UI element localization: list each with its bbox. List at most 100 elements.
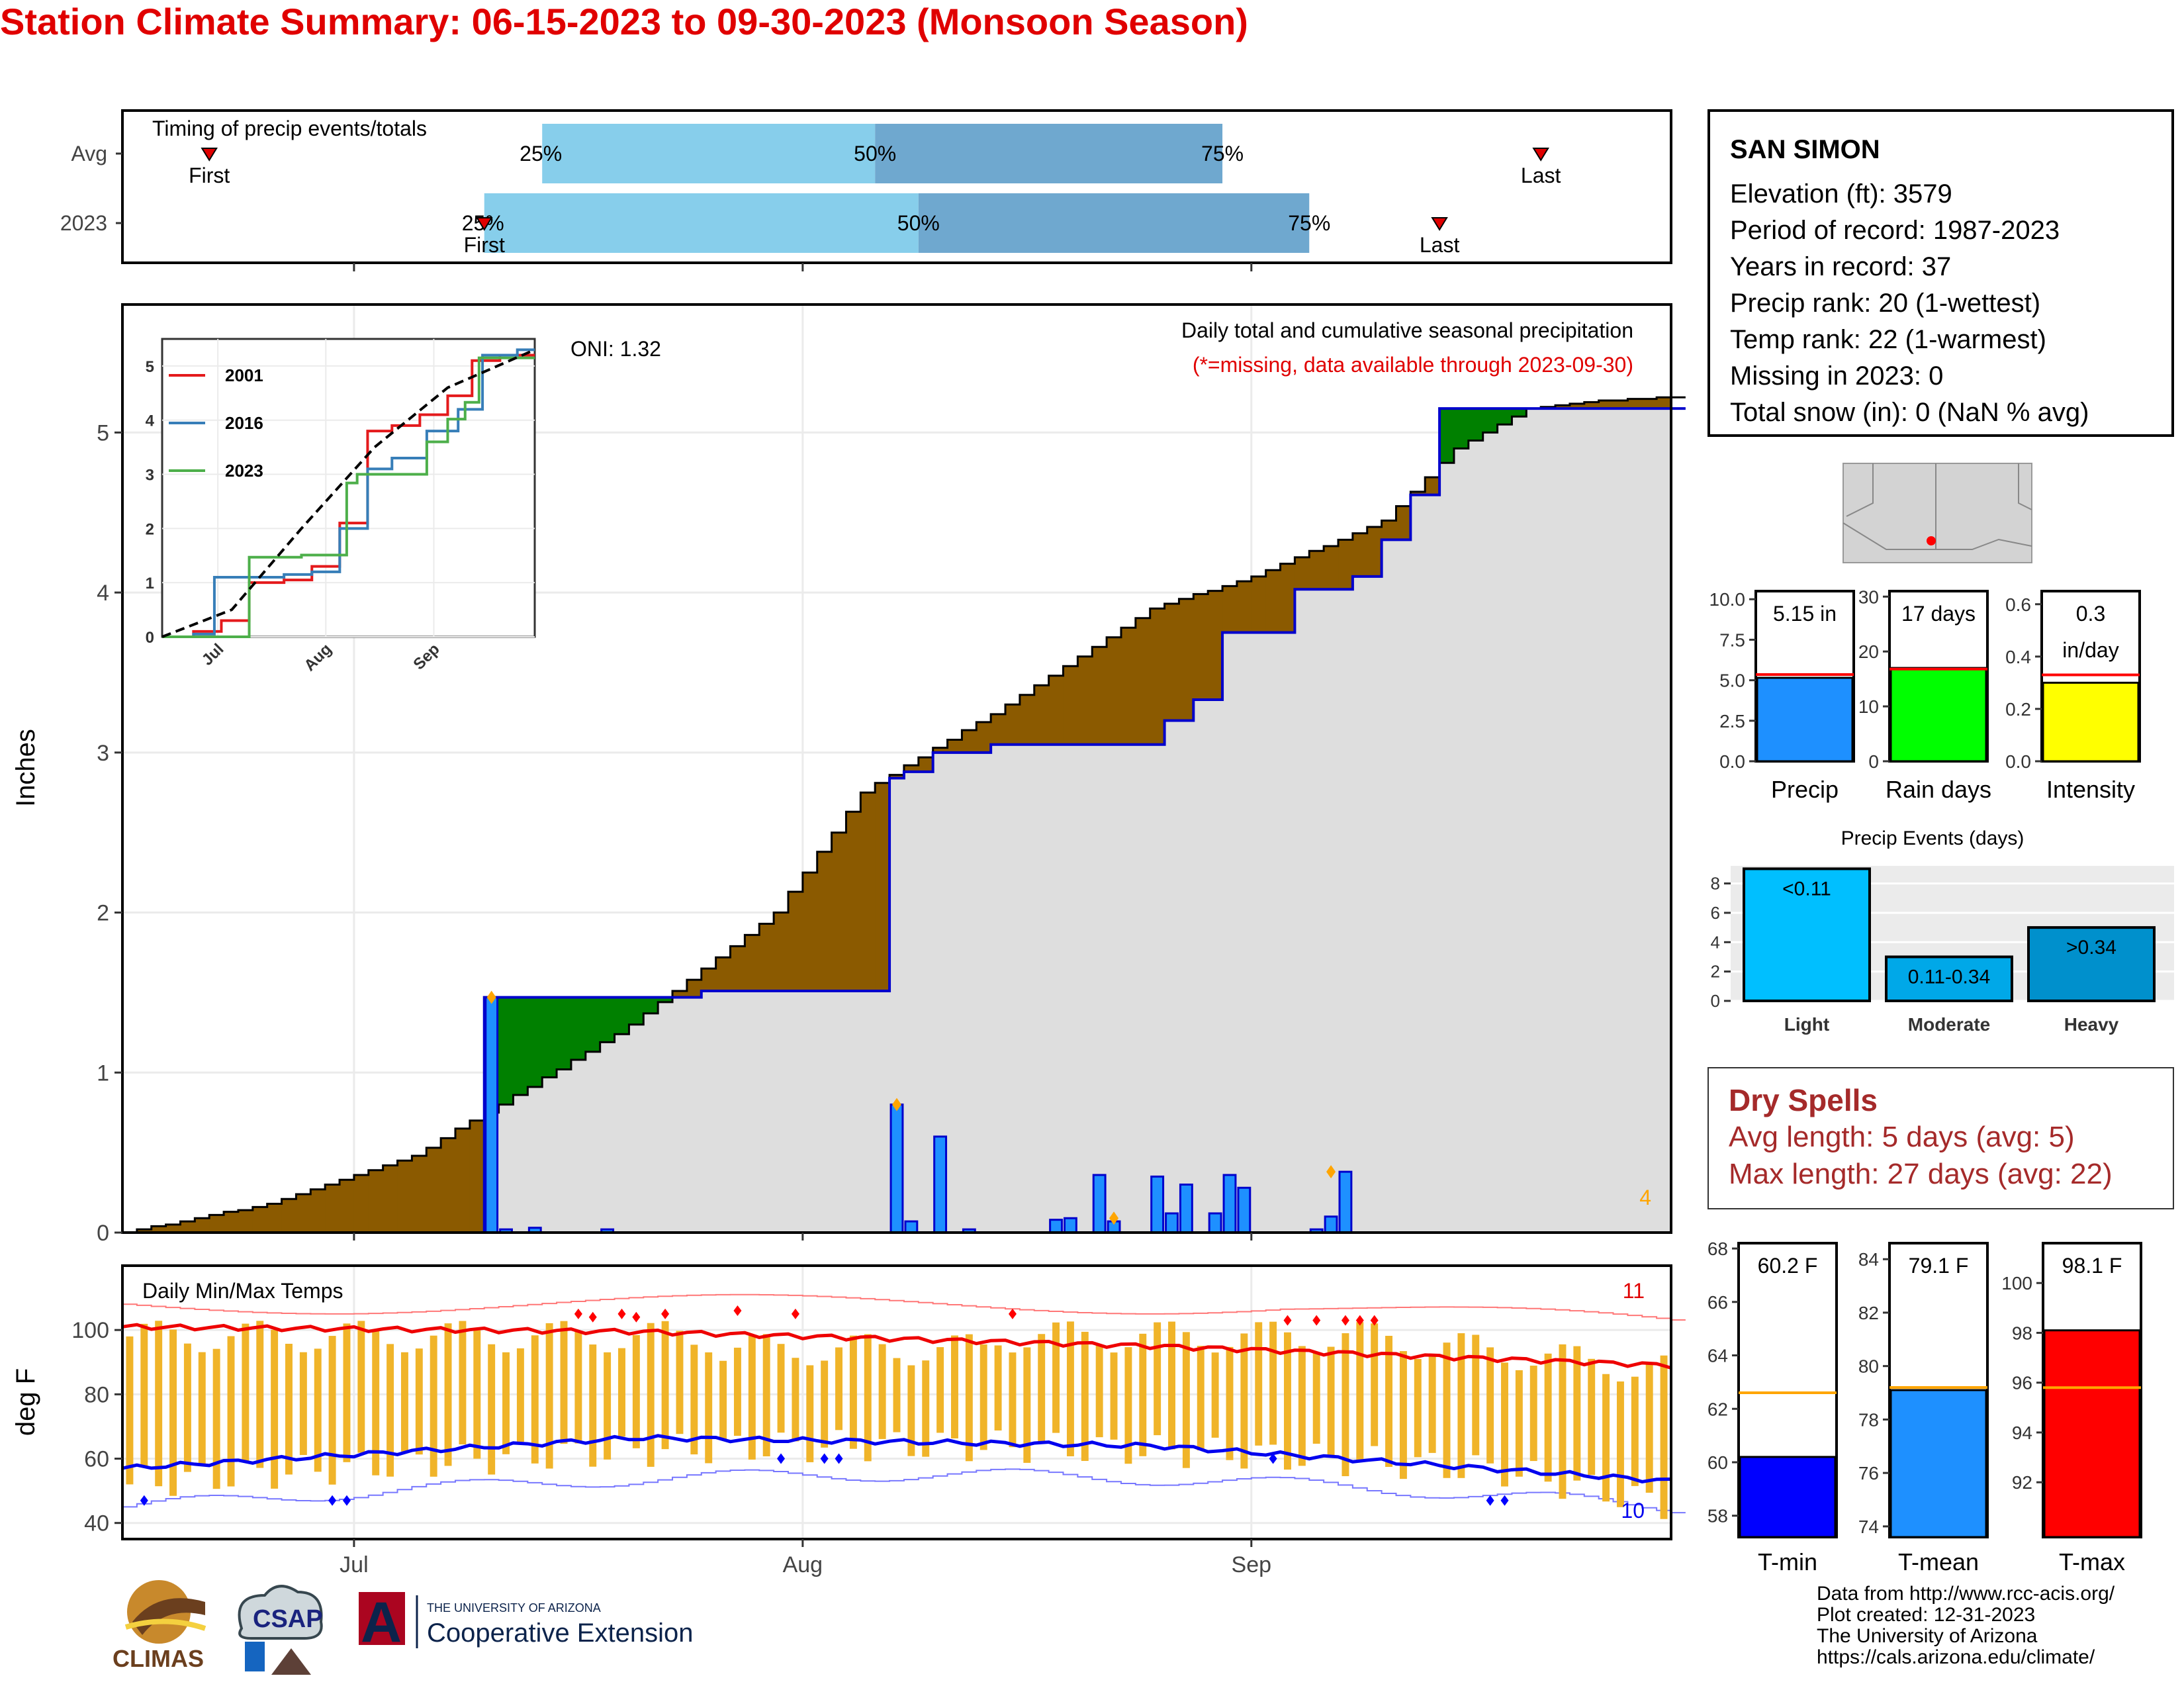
record-high-marker <box>1370 1315 1379 1326</box>
timing-chart: Timing of precip events/totals Avg 25% 50% 7… <box>60 109 1672 271</box>
daily-precip-bar <box>1049 1219 1063 1234</box>
cumulative-area <box>1584 408 1600 1233</box>
deficit-segment <box>1410 491 1426 495</box>
inset-series-2016 <box>162 348 535 638</box>
summary-y-tick-label: 0.2 <box>2005 699 2031 720</box>
daily-temp-bar <box>1428 1354 1436 1453</box>
deficit-segment <box>1295 557 1310 590</box>
events-bar-label: <0.11 <box>1782 878 1831 900</box>
temp-summary-y-tick-label: 98 <box>2012 1323 2032 1343</box>
precip-y-tick-label: 5 <box>97 420 109 445</box>
climas-logo: CLIMAS <box>113 1580 206 1672</box>
record-low-marker <box>1269 1453 1277 1464</box>
climas-text: CLIMAS <box>113 1645 204 1672</box>
temp-summary-y-tick-label: 96 <box>2012 1373 2032 1393</box>
timing-bar-q50-q75 <box>918 193 1310 253</box>
daily-temp-bar <box>733 1347 741 1436</box>
summary-category-label: Precip <box>1771 776 1839 803</box>
deficit-segment <box>1107 637 1122 745</box>
credit-line: Data from http://www.rcc-acis.org/ <box>1817 1583 2115 1605</box>
summary-y-tick-label: 0.0 <box>2005 751 2031 772</box>
record-high-marker <box>574 1308 582 1319</box>
record-high-marker <box>1355 1315 1364 1326</box>
temp-x-tick-label: Jul <box>340 1552 368 1577</box>
temp-summary-y-tick-label: 68 <box>1707 1239 1728 1259</box>
temp-summary-y-tick-label: 64 <box>1707 1346 1728 1366</box>
inset-y-tick-label: 5 <box>146 358 154 376</box>
daily-temp-bar <box>560 1321 568 1444</box>
deficit-segment <box>962 729 977 753</box>
daily-precip-bar <box>1222 1174 1237 1234</box>
surplus-segment <box>1439 408 1455 463</box>
summary-y-tick-label: 0.4 <box>2005 647 2031 667</box>
cumulative-area <box>1251 632 1267 1233</box>
summary-y-tick-label: 20 <box>1858 641 1879 662</box>
deficit-segment <box>903 765 919 772</box>
daily-temp-bar <box>1602 1374 1610 1502</box>
daily-temp-bar <box>1066 1321 1074 1456</box>
precip-y-axis-label: Inches <box>11 729 40 807</box>
daily-temp-bar <box>444 1323 452 1466</box>
cumulative-area <box>1425 494 1440 1233</box>
daily-temp-bar <box>473 1330 481 1459</box>
temp-summary-bar-t-mean <box>1889 1389 1987 1538</box>
daily-temp-bar <box>256 1321 264 1468</box>
cumulative-area <box>1236 632 1252 1233</box>
daily-temp-bar <box>227 1336 235 1487</box>
deficit-segment <box>1208 590 1223 700</box>
deficit-segment <box>1077 656 1093 745</box>
deficit-segment <box>368 1170 384 1233</box>
temp-summary-y-tick-label: 76 <box>1858 1463 1879 1483</box>
record-high-marker <box>1008 1308 1017 1319</box>
cumulative-area <box>1381 539 1396 1233</box>
daily-temp-bar <box>1399 1351 1407 1479</box>
daily-temp-bar <box>676 1331 684 1434</box>
deficit-segment <box>889 774 905 778</box>
daily-temp-bar <box>994 1345 1002 1430</box>
daily-temp-bar <box>1009 1352 1017 1448</box>
inset-average-line <box>161 348 535 638</box>
cumulative-area <box>1324 589 1339 1233</box>
record-day-marker <box>1326 1165 1336 1179</box>
temp-y-tick-label: 100 <box>71 1318 109 1343</box>
daily-temp-bar <box>1269 1321 1277 1445</box>
daily-temp-bar <box>1124 1347 1132 1464</box>
map-border <box>1843 522 2032 550</box>
deficit-segment <box>788 892 803 991</box>
precip-note: Daily total and cumulative seasonal prec… <box>1181 318 1633 342</box>
record-high-marker <box>733 1305 742 1317</box>
deficit-segment <box>267 1203 283 1233</box>
temp-frame <box>121 1264 1672 1540</box>
record-high-marker <box>1341 1315 1349 1326</box>
deficit-segment <box>455 1128 471 1233</box>
daily-temp-bar <box>198 1352 206 1466</box>
record-high-marker <box>617 1308 626 1319</box>
record-low-marker <box>820 1453 829 1464</box>
surplus-segment <box>542 997 557 1078</box>
temp-summary-value-label: 60.2 F <box>1758 1254 1818 1278</box>
daily-temp-bar <box>1312 1352 1320 1444</box>
deficit-segment <box>1005 704 1021 745</box>
station-name: SAN SIMON <box>1730 135 1880 164</box>
daily-temp-bar <box>1573 1346 1581 1481</box>
ua-logo: A THE UNIVERSITY OF ARIZONA Cooperative … <box>359 1591 693 1654</box>
deficit-segment <box>1164 604 1179 721</box>
deficit-segment <box>672 990 688 998</box>
timing-bar-q25-q50 <box>542 124 876 183</box>
daily-temp-bar <box>1154 1322 1161 1436</box>
summary-bar-intensity <box>2042 681 2140 763</box>
deficit-segment <box>860 792 876 991</box>
dry-max: Max length: 27 days (avg: 22) <box>1729 1158 2113 1190</box>
summary-value-unit: in/day <box>2062 638 2118 662</box>
daily-temp-bar <box>806 1365 814 1462</box>
temp-chart-label: Daily Min/Max Temps <box>142 1279 343 1303</box>
daily-temp-bar <box>705 1352 713 1464</box>
cumulative-area <box>1179 720 1194 1233</box>
cumulative-area <box>1048 744 1064 1233</box>
daily-temp-bar <box>1356 1322 1364 1462</box>
events-bar-label: >0.34 <box>2066 937 2116 959</box>
daily-temp-bar <box>430 1335 437 1477</box>
surplus-segment <box>570 997 586 1060</box>
inset-series-2023 <box>162 356 535 638</box>
deficit-segment <box>441 1138 456 1233</box>
